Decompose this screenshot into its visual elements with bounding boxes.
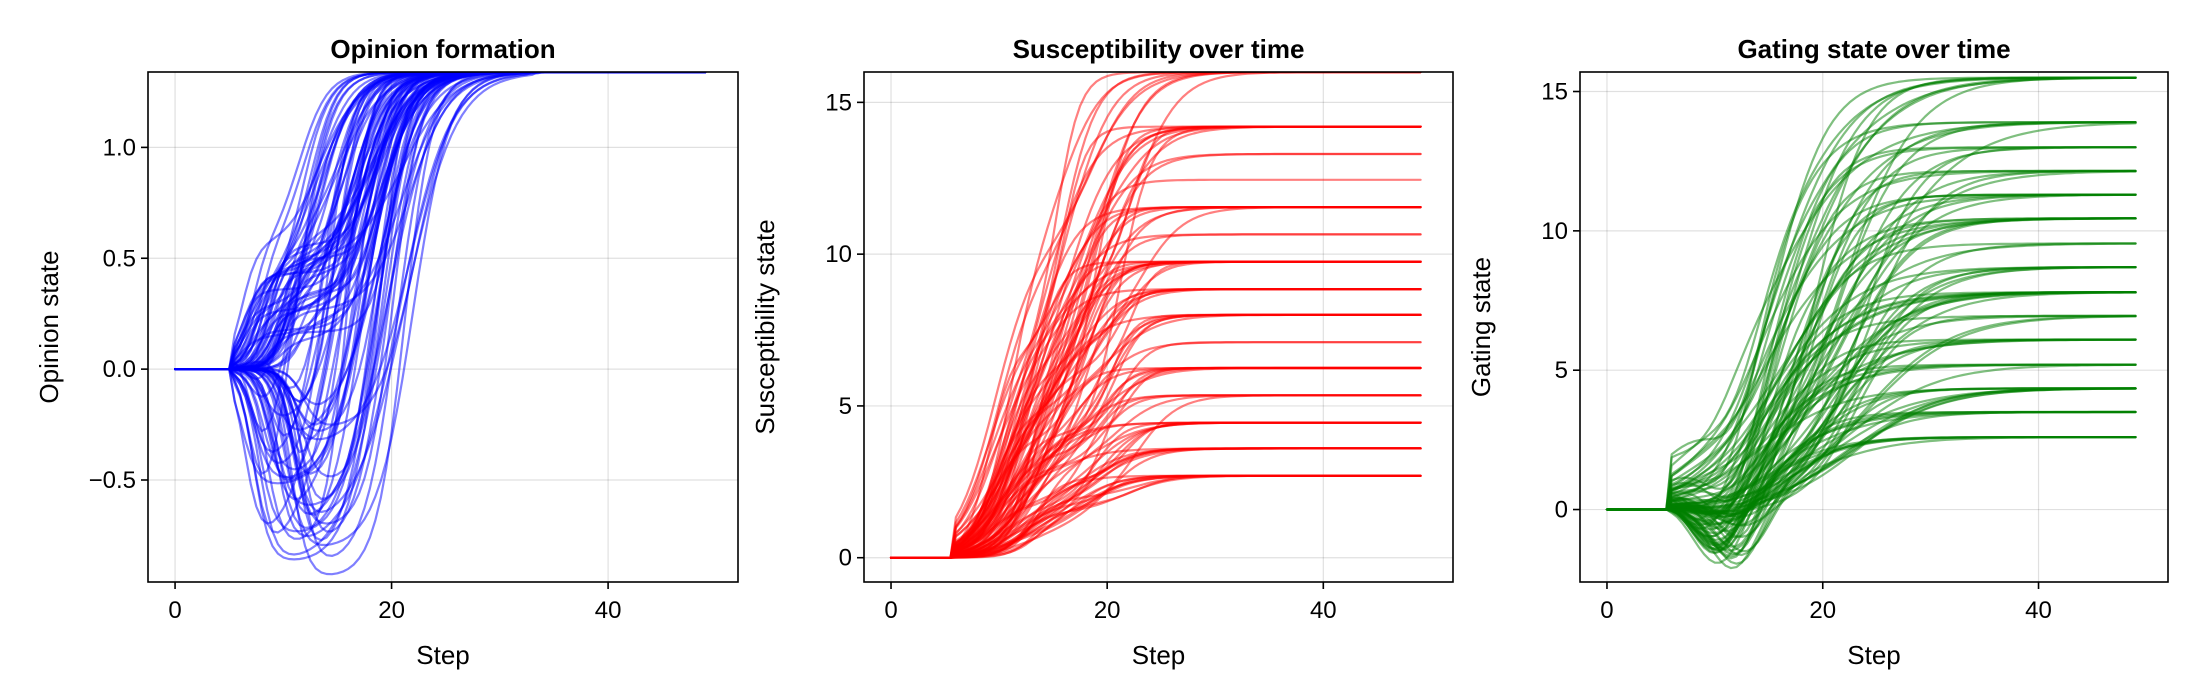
series-line: [174, 72, 707, 371]
y-axis-label: Gating state: [1466, 257, 1496, 397]
x-tick-label: 40: [1310, 597, 1337, 624]
series-line: [889, 313, 1422, 559]
series-line: [174, 72, 707, 417]
series-line: [174, 72, 707, 371]
y-tick-label: 0.5: [103, 245, 136, 272]
series-line: [1605, 170, 2137, 511]
series-line: [1605, 363, 2137, 547]
series-line: [889, 72, 1422, 559]
y-tick-label: 10: [1541, 218, 1568, 245]
plot-frame: [1579, 71, 2169, 583]
series-line: [1605, 193, 2137, 517]
x-tick-label: 20: [1094, 597, 1121, 624]
series-line: [889, 421, 1422, 559]
y-axis-label: Opinion state: [34, 250, 64, 403]
series-line: [174, 72, 707, 433]
series-line: [1605, 387, 2137, 552]
panel-title: Gating state over time: [1737, 34, 2010, 64]
y-tick-label: 10: [825, 241, 852, 268]
y-tick-label: 5: [839, 393, 852, 420]
series-line: [889, 288, 1422, 559]
series-line: [1605, 315, 2137, 557]
series-line: [1605, 76, 2137, 511]
series-line: [174, 72, 707, 525]
series-line: [174, 72, 707, 371]
series-line: [1605, 146, 2137, 511]
series-line: [1605, 121, 2137, 511]
series-lines: [1605, 76, 2137, 570]
series-line: [889, 206, 1422, 559]
series-line: [1605, 410, 2137, 555]
series-line: [1605, 338, 2137, 529]
y-tick-label: 5: [1555, 357, 1568, 384]
x-tick-label: 40: [595, 597, 622, 624]
series-line: [889, 474, 1422, 559]
y-tick-label: 0.0: [103, 356, 136, 383]
series-line: [1605, 146, 2137, 515]
series-line: [1605, 146, 2137, 511]
plot-frame: [147, 71, 739, 583]
series-line: [1605, 436, 2137, 553]
panel-title: Opinion formation: [330, 34, 555, 64]
x-tick-label: 0: [168, 597, 181, 624]
x-axis-label: Step: [1847, 640, 1901, 670]
series-lines: [889, 72, 1422, 559]
series-line: [1605, 291, 2137, 530]
y-tick-label: 1.0: [103, 134, 136, 161]
series-line: [174, 72, 707, 576]
y-tick-label: 0: [1555, 497, 1568, 524]
series-line: [174, 72, 707, 371]
series-line: [1605, 169, 2137, 511]
series-line: [889, 125, 1422, 559]
series-line: [174, 72, 707, 561]
y-tick-label: 15: [1541, 79, 1568, 106]
x-tick-label: 0: [1600, 597, 1613, 624]
series-line: [174, 72, 707, 371]
panel-3: 0 20 40 0 5 10 15 Gating state over time Step Gat…: [1466, 34, 2169, 670]
panel-title: Susceptibility over time: [1013, 34, 1305, 64]
x-tick-label: 20: [378, 597, 405, 624]
series-line: [889, 366, 1422, 559]
series-line: [174, 72, 707, 371]
series-line: [174, 72, 707, 471]
x-tick-label: 0: [884, 597, 897, 624]
series-line: [889, 72, 1422, 559]
y-axis-label: Susceptibility state: [750, 219, 780, 434]
series-line: [174, 72, 707, 475]
panel-2: 0 20 40 0 5 10 15 Susceptibility over time Step S…: [750, 34, 1454, 670]
series-line: [889, 313, 1422, 559]
y-tick-label: 0: [839, 545, 852, 572]
x-axis-label: Step: [1132, 640, 1186, 670]
x-axis-label: Step: [416, 640, 470, 670]
series-line: [174, 72, 707, 515]
series-line: [889, 72, 1422, 559]
panel-1: 0 20 40 −0.5 0.0 0.5 1.0 Opinion formation Step O…: [34, 34, 739, 670]
y-tick-label: −0.5: [89, 467, 136, 494]
x-tick-label: 40: [2025, 597, 2052, 624]
x-tick-label: 20: [1809, 597, 1836, 624]
y-tick-label: 15: [825, 89, 852, 116]
plot-frame: [863, 71, 1454, 583]
